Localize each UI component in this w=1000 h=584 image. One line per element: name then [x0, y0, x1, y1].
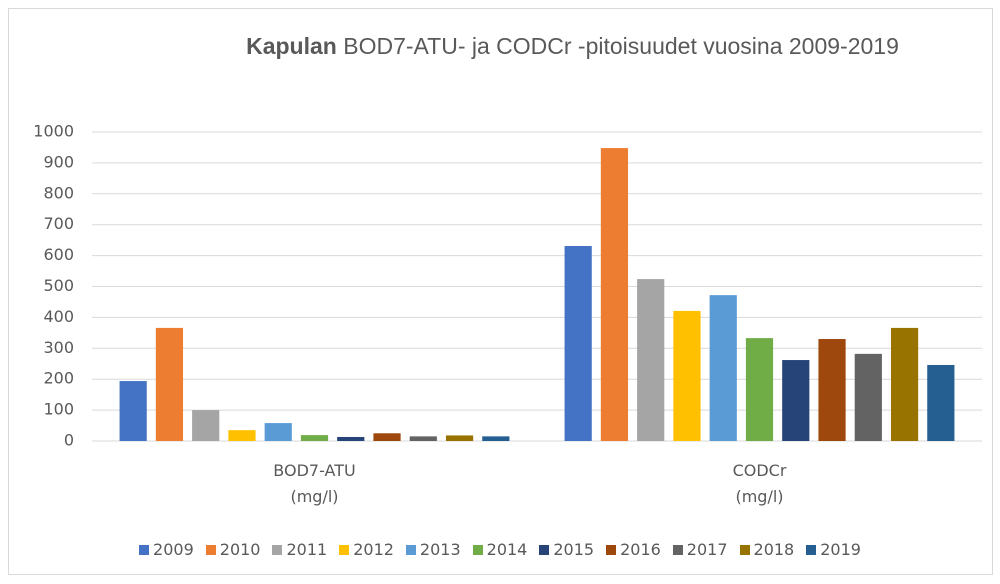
legend-swatch [205, 544, 216, 555]
legend-item: 2013 [405, 540, 461, 559]
bar [445, 435, 474, 441]
legend-swatch [472, 544, 483, 555]
legend-swatch [405, 544, 416, 555]
y-tick-label: 300 [43, 338, 74, 357]
legend-label: 2014 [486, 540, 528, 559]
bar [119, 381, 147, 441]
y-tick-label: 400 [43, 307, 74, 326]
bar [264, 423, 292, 441]
legend-label: 2015 [553, 540, 595, 559]
legend-label: 2010 [219, 540, 261, 559]
legend-label: 2009 [153, 540, 194, 559]
legend: 2009 2010 2011 2012 2013 2014 2015 2016 2017 2018… [0, 540, 1000, 559]
legend-swatch [272, 544, 283, 555]
bar [228, 430, 256, 441]
legend-label: 2012 [353, 540, 394, 559]
legend-swatch [539, 544, 550, 555]
bar [373, 433, 401, 441]
legend-label: 2017 [686, 540, 728, 559]
legend-swatch [672, 544, 683, 555]
legend-label: 2019 [820, 540, 861, 559]
y-tick-label: 700 [43, 214, 74, 233]
bar [192, 410, 220, 441]
legend-item: 2019 [806, 540, 861, 559]
legend-item: 2015 [539, 540, 594, 559]
legend-swatch [806, 544, 817, 555]
bar [709, 295, 737, 441]
legend-item: 2017 [672, 540, 728, 559]
bar [673, 310, 701, 441]
bar [637, 279, 665, 441]
y-tick-label: 900 [43, 152, 74, 171]
y-tick-label: 500 [43, 276, 74, 295]
legend-label: 2011 [286, 540, 328, 559]
bar [745, 338, 774, 441]
legend-item: 2010 [205, 540, 261, 559]
y-tick-label: 800 [43, 183, 74, 202]
title-text: BOD7-ATU- ja CODCr -pitoisuudet vuosina … [343, 33, 899, 59]
chart-title: Kapulan BOD7-ATU- ja CODCr -pitoisuudet … [175, 32, 970, 60]
bar [890, 327, 919, 441]
legend-swatch [606, 544, 617, 555]
legend-item: 2014 [472, 540, 528, 559]
chart-border [8, 8, 993, 575]
legend-swatch [339, 544, 350, 555]
bar [782, 360, 810, 441]
legend-label: 2016 [620, 540, 661, 559]
y-tick-label: 100 [43, 400, 74, 419]
x-tick-label: CODCr (mg/l) [732, 461, 787, 506]
bar [854, 353, 882, 441]
legend-label: 2013 [419, 540, 461, 559]
bar [927, 364, 955, 441]
title-bold: Kapulan [246, 33, 337, 59]
legend-swatch [139, 544, 150, 555]
y-tick-label: 0 [64, 431, 74, 450]
bar [155, 327, 184, 441]
legend-item: 2011 [272, 540, 327, 559]
bar [564, 246, 592, 441]
legend-item: 2012 [339, 540, 394, 559]
legend-item: 2016 [606, 540, 661, 559]
legend-item: 2009 [139, 540, 194, 559]
y-tick-label: 200 [43, 369, 74, 388]
bar [300, 435, 329, 441]
bar [409, 436, 437, 441]
legend-swatch [739, 544, 750, 555]
legend-label: 2018 [753, 540, 795, 559]
x-tick-label: BOD7-ATU (mg/l) [273, 461, 356, 506]
bar [818, 339, 846, 441]
y-tick-label: 600 [43, 245, 74, 264]
y-tick-label: 1000 [33, 122, 74, 141]
legend-item: 2018 [739, 540, 795, 559]
bar [600, 148, 629, 441]
bar [337, 436, 365, 441]
bar [482, 436, 510, 441]
